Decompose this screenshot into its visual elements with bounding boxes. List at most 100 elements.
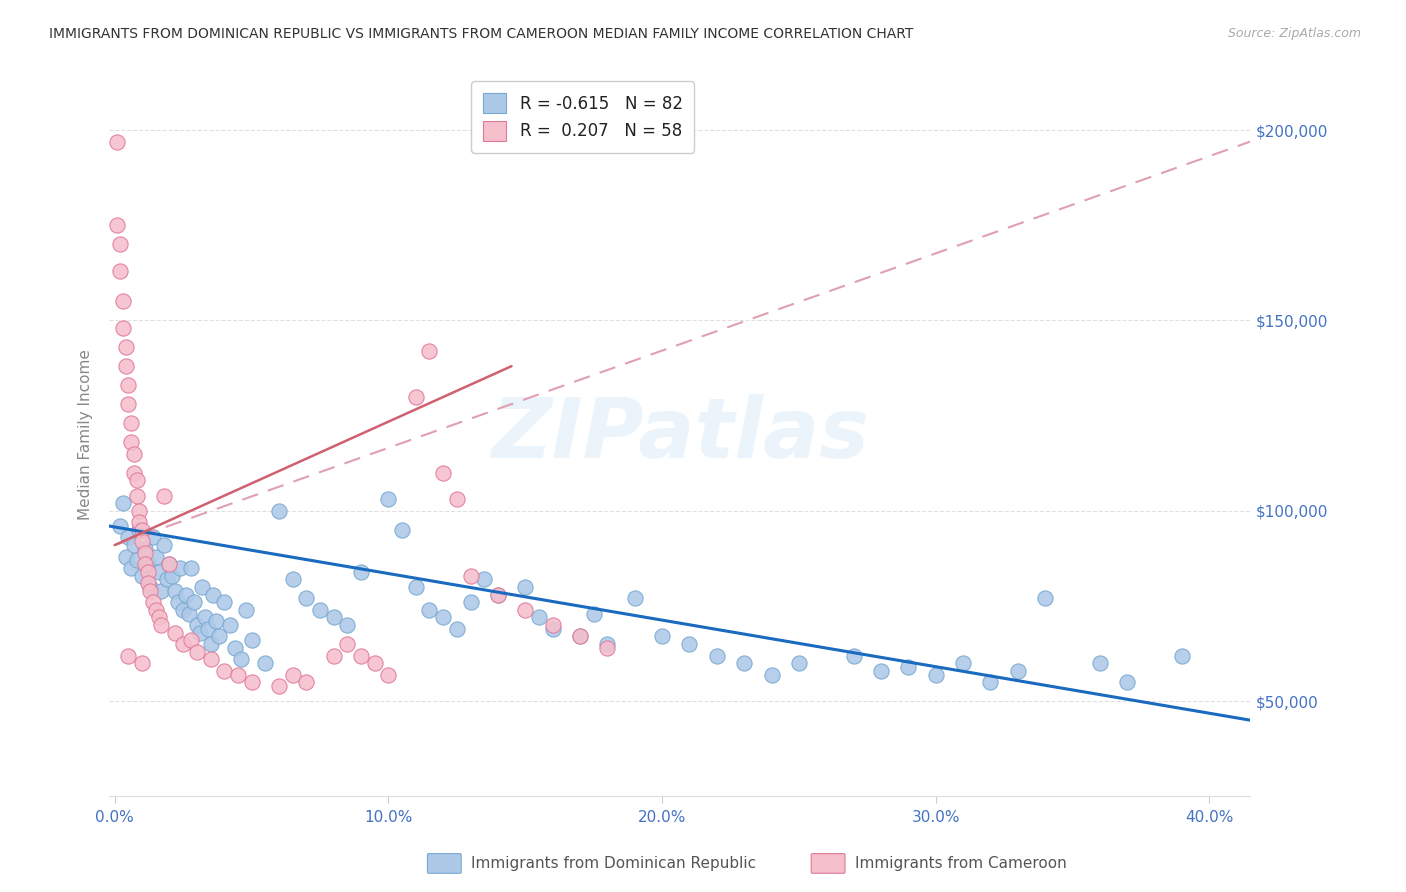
- Point: [322, 610, 344, 624]
- Point: [212, 595, 235, 609]
- Point: [1007, 664, 1029, 678]
- Point: [596, 637, 619, 651]
- Point: [108, 237, 131, 252]
- Point: [166, 595, 188, 609]
- Point: [541, 618, 564, 632]
- Point: [191, 580, 214, 594]
- Point: [541, 622, 564, 636]
- Point: [114, 340, 136, 354]
- Point: [172, 603, 194, 617]
- Point: [180, 633, 202, 648]
- Point: [1088, 656, 1111, 670]
- Point: [125, 489, 148, 503]
- Point: [281, 573, 304, 587]
- Point: [136, 557, 159, 571]
- Point: [350, 648, 373, 663]
- Point: [527, 610, 550, 624]
- Point: [235, 603, 257, 617]
- Point: [163, 625, 186, 640]
- Point: [350, 565, 373, 579]
- Point: [169, 561, 191, 575]
- Point: [418, 603, 440, 617]
- Point: [120, 561, 142, 575]
- Point: [336, 618, 359, 632]
- Point: [925, 667, 948, 681]
- Point: [159, 557, 181, 571]
- Point: [897, 660, 920, 674]
- Point: [787, 656, 810, 670]
- Point: [142, 531, 165, 545]
- Point: [706, 648, 728, 663]
- Point: [596, 640, 619, 655]
- Text: Immigrants from Cameroon: Immigrants from Cameroon: [855, 856, 1067, 871]
- Point: [111, 321, 134, 335]
- Point: [139, 583, 162, 598]
- Point: [208, 630, 231, 644]
- Legend: R = -0.615   N = 82, R =  0.207   N = 58: R = -0.615 N = 82, R = 0.207 N = 58: [471, 81, 695, 153]
- Point: [446, 492, 468, 507]
- Point: [174, 588, 197, 602]
- Point: [125, 553, 148, 567]
- Point: [309, 603, 332, 617]
- Point: [117, 378, 139, 392]
- Point: [117, 397, 139, 411]
- Point: [254, 656, 277, 670]
- Point: [122, 466, 145, 480]
- Point: [460, 568, 482, 582]
- Point: [623, 591, 645, 606]
- Point: [582, 607, 605, 621]
- Point: [188, 625, 211, 640]
- Point: [122, 447, 145, 461]
- Point: [432, 610, 454, 624]
- Point: [651, 630, 673, 644]
- Point: [186, 618, 208, 632]
- Point: [114, 549, 136, 564]
- Y-axis label: Median Family Income: Median Family Income: [79, 350, 93, 520]
- Point: [267, 504, 290, 518]
- Point: [515, 580, 537, 594]
- Point: [172, 637, 194, 651]
- Point: [131, 568, 153, 582]
- Point: [107, 219, 129, 233]
- Point: [142, 595, 165, 609]
- Point: [952, 656, 974, 670]
- Point: [153, 489, 176, 503]
- Point: [153, 538, 176, 552]
- Point: [432, 466, 454, 480]
- Point: [131, 523, 153, 537]
- Point: [377, 667, 399, 681]
- Point: [267, 679, 290, 693]
- Point: [405, 580, 427, 594]
- Point: [117, 648, 139, 663]
- Point: [108, 264, 131, 278]
- Point: [150, 583, 173, 598]
- Point: [391, 523, 413, 537]
- Point: [486, 588, 509, 602]
- Point: [122, 538, 145, 552]
- Point: [200, 637, 222, 651]
- Point: [108, 519, 131, 533]
- Point: [159, 557, 181, 571]
- Point: [226, 667, 249, 681]
- Point: [111, 496, 134, 510]
- Point: [472, 573, 495, 587]
- Point: [281, 667, 304, 681]
- Point: [377, 492, 399, 507]
- Point: [733, 656, 755, 670]
- Point: [218, 618, 240, 632]
- Point: [114, 359, 136, 373]
- Point: [128, 523, 150, 537]
- Point: [460, 595, 482, 609]
- Point: [134, 557, 156, 571]
- Point: [131, 656, 153, 670]
- Point: [295, 675, 318, 690]
- Point: [1033, 591, 1056, 606]
- Point: [183, 595, 205, 609]
- Point: [197, 622, 219, 636]
- Point: [870, 664, 893, 678]
- Point: [240, 675, 263, 690]
- Point: [117, 531, 139, 545]
- Point: [568, 630, 591, 644]
- Point: [180, 561, 202, 575]
- Point: [979, 675, 1001, 690]
